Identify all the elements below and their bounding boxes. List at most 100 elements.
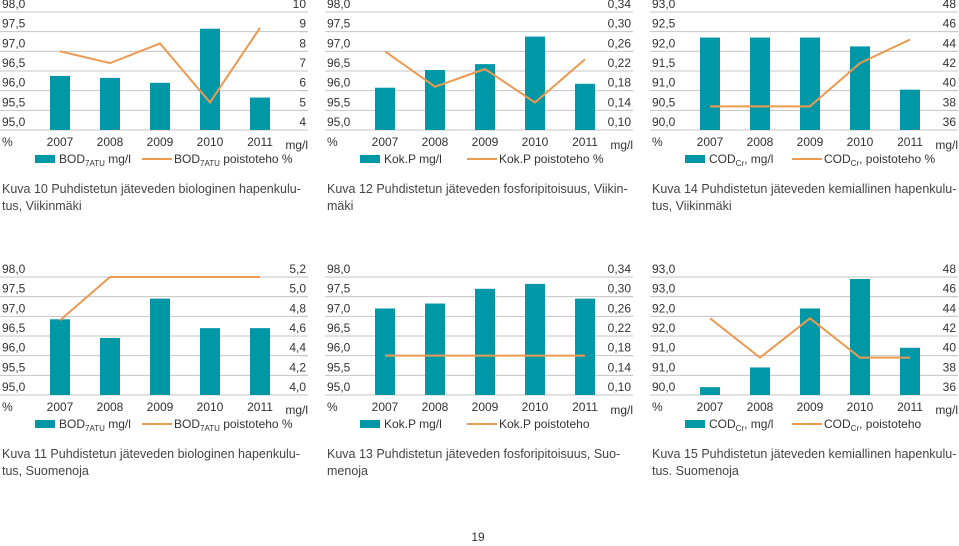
- y2-tick-label: 4,6: [289, 321, 306, 335]
- bar: [100, 337, 120, 395]
- y-tick-label: 95,5: [2, 360, 26, 374]
- x-tick-label: 2007: [697, 400, 724, 414]
- bar: [525, 36, 545, 131]
- caption: tus, Viikinmäki: [652, 199, 732, 213]
- y-tick-label: 95,5: [327, 360, 351, 374]
- y2-tick-label: 4,8: [289, 301, 306, 315]
- line: [59, 276, 260, 322]
- y-tick-label: 91,0: [652, 341, 676, 355]
- legend-swatch: [685, 155, 705, 163]
- y-tick-label: 97,5: [327, 282, 351, 296]
- x-tick-label: 2008: [747, 135, 774, 149]
- y-tick-label: 96,5: [2, 56, 26, 70]
- y-axis-label: %: [327, 135, 338, 149]
- caption: Kuva 14 Puhdistetun jäteveden kemialline…: [652, 182, 956, 196]
- bar: [250, 97, 270, 130]
- bar: [525, 283, 545, 395]
- y2-tick-label: 0,26: [608, 301, 632, 315]
- y2-tick-label: 48: [943, 0, 957, 11]
- x-tick-label: 2010: [522, 400, 549, 414]
- legend-label: Kok.P mg/l: [384, 152, 442, 166]
- y2-axis-label: mg/l: [610, 403, 633, 417]
- y2-tick-label: 10: [293, 0, 307, 11]
- bar: [50, 75, 70, 130]
- bar: [575, 298, 595, 395]
- x-tick-label: 2008: [97, 400, 124, 414]
- y2-tick-label: 0,10: [608, 115, 632, 129]
- y-axis-label: %: [652, 135, 663, 149]
- y-tick-label: 98,0: [2, 0, 26, 11]
- bar: [150, 298, 170, 395]
- y-tick-label: 97,5: [2, 282, 26, 296]
- y2-tick-label: 40: [943, 76, 957, 90]
- y-tick-label: 92,5: [652, 17, 676, 31]
- x-tick-label: 2009: [472, 400, 499, 414]
- legend-swatch: [35, 420, 55, 428]
- y-tick-label: 92,0: [652, 301, 676, 315]
- legend-label: BOD7ATU poistoteho %: [174, 152, 293, 168]
- x-tick-label: 2009: [472, 135, 499, 149]
- legend-label: Kok.P mg/l: [384, 417, 442, 431]
- y2-tick-label: 4,4: [289, 341, 306, 355]
- y-tick-label: 97,5: [327, 17, 351, 31]
- y-tick-label: 98,0: [2, 262, 26, 276]
- y-tick-label: 92,0: [652, 36, 676, 50]
- x-tick-label: 2010: [847, 400, 874, 414]
- legend-swatch: [360, 420, 380, 428]
- y2-tick-label: 44: [943, 301, 957, 315]
- legend-swatch: [360, 155, 380, 163]
- y-tick-label: 98,0: [327, 0, 351, 11]
- line: [710, 38, 911, 108]
- y2-tick-label: 4,0: [289, 380, 306, 394]
- bar: [800, 37, 820, 130]
- legend-label: CODCr, mg/l: [709, 152, 773, 168]
- y2-tick-label: 7: [299, 56, 306, 70]
- page-number: 19: [471, 530, 485, 544]
- y-tick-label: 90,0: [652, 380, 676, 394]
- y2-axis-label: mg/l: [610, 138, 633, 152]
- x-tick-label: 2011: [897, 400, 923, 414]
- legend-label: CODCr, poistoteho: [824, 417, 921, 433]
- y-tick-label: 97,0: [2, 36, 26, 50]
- y2-tick-label: 0,14: [608, 95, 632, 109]
- y2-tick-label: 42: [943, 56, 957, 70]
- bar: [700, 387, 720, 395]
- line: [709, 317, 910, 359]
- bar: [425, 70, 445, 130]
- y2-axis-label: mg/l: [285, 138, 308, 152]
- x-tick-label: 2009: [147, 135, 174, 149]
- x-tick-label: 2008: [747, 400, 774, 414]
- legend-label: BOD7ATU mg/l: [59, 152, 131, 168]
- x-tick-label: 2007: [47, 135, 74, 149]
- y-tick-label: 91,0: [652, 76, 676, 90]
- y2-tick-label: 0,22: [608, 321, 632, 335]
- y-axis-label: %: [327, 400, 338, 414]
- x-tick-label: 2007: [372, 400, 399, 414]
- y-axis-label: %: [2, 400, 13, 414]
- y2-tick-label: 4: [299, 115, 306, 129]
- y2-tick-label: 46: [943, 17, 957, 31]
- y-axis-label: %: [652, 400, 663, 414]
- y2-tick-label: 6: [299, 76, 306, 90]
- bar: [475, 288, 495, 395]
- y2-axis-label: mg/l: [935, 138, 958, 152]
- legend-label: Kok.P poistoteho %: [499, 152, 604, 166]
- y-tick-label: 96,5: [2, 321, 26, 335]
- y2-tick-label: 5: [299, 95, 306, 109]
- bar: [750, 37, 770, 130]
- y-tick-label: 96,5: [327, 56, 351, 70]
- bar: [200, 28, 220, 130]
- y-tick-label: 95,0: [327, 380, 351, 394]
- y-tick-label: 90,5: [652, 95, 676, 109]
- y-tick-label: 97,0: [327, 36, 351, 50]
- bar: [375, 87, 395, 130]
- y-tick-label: 95,0: [327, 115, 351, 129]
- y-tick-label: 91,5: [652, 56, 676, 70]
- y-tick-label: 95,5: [2, 95, 26, 109]
- y2-tick-label: 0,34: [608, 0, 632, 11]
- legend-swatch: [685, 420, 705, 428]
- x-tick-label: 2010: [847, 135, 874, 149]
- x-tick-label: 2008: [422, 135, 449, 149]
- y2-tick-label: 0,30: [608, 17, 632, 31]
